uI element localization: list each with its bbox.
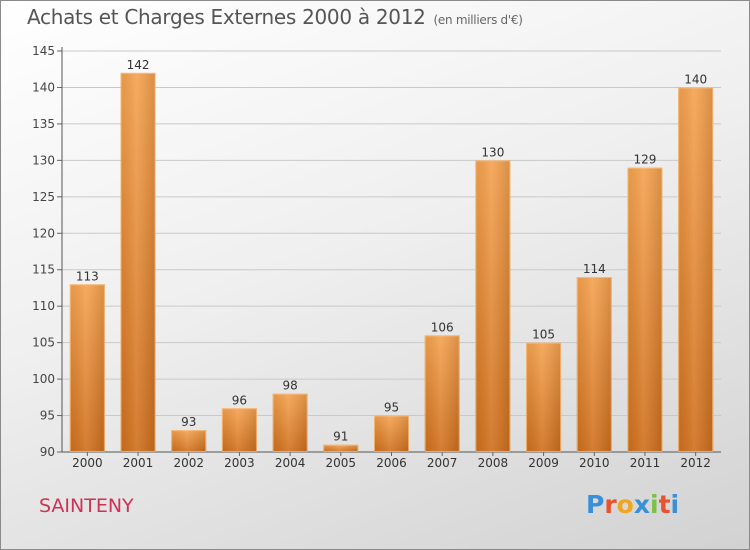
x-tick-label: 2007 [427,456,458,470]
bar-value-label: 95 [384,401,399,415]
y-tick-label: 105 [32,336,55,350]
y-tick-label: 95 [40,409,55,423]
x-tick-label: 2008 [478,456,509,470]
logo-letter: x [633,490,650,519]
bar-shading [678,87,714,453]
bar-outline [475,160,511,452]
logo-letter: t [658,490,671,519]
x-tick-label: 2003 [224,456,255,470]
x-tick-label: 2009 [528,456,559,470]
y-tick-label: 120 [32,226,55,240]
bar-shading [69,284,105,452]
bar-outline [221,408,257,452]
x-tick-label: 2005 [326,456,357,470]
x-tick-label: 2012 [680,456,711,470]
bar-outline [526,342,562,452]
bar-outline [171,430,207,452]
logo-letter: i [650,490,659,519]
bar-value-label: 113 [76,269,99,283]
bar-outline [627,167,663,452]
bar-outline [323,444,359,452]
bar-shading [374,415,409,452]
bar-shading [323,444,359,452]
bar-value-label: 98 [282,379,297,393]
bar-layer [69,72,714,453]
bar-shading [526,342,562,452]
bar-shading [475,160,511,452]
bar-shading [272,393,308,452]
logo-letter: P [586,490,605,519]
bar-shading [171,430,207,452]
bar-outline [576,277,612,452]
y-tick-label: 130 [32,153,55,167]
logo-letter: o [616,490,634,519]
logo-letter: r [604,490,617,519]
y-tick-label: 115 [32,263,55,277]
label-layer: 113 2000 142 2001 93 2002 96 2003 98 2004 91 2005 95… [72,58,711,470]
y-tick-label: 100 [32,372,55,386]
proxiti-logo[interactable]: Proxiti [586,490,679,519]
bar-outline [120,72,156,452]
bar-outline [424,335,460,453]
x-tick-label: 2000 [72,456,103,470]
bar-shading [424,335,460,452]
bar-value-label: 142 [127,58,150,72]
bar-outline [69,284,105,452]
y-tick-label: 125 [32,190,55,204]
y-tick-label: 90 [40,445,55,459]
x-tick-label: 2006 [376,456,407,470]
bar-shading [120,72,156,452]
x-tick-label: 2010 [579,456,610,470]
y-tick-label: 110 [32,299,55,313]
x-tick-label: 2011 [630,456,661,470]
bar-value-label: 114 [583,262,606,276]
chart-title-text: Achats et Charges Externes 2000 à 2012 [27,5,426,29]
bar-shading [627,167,663,452]
bar-shading [576,277,612,452]
bar-value-label: 93 [181,415,196,429]
logo-letter: i [670,490,680,519]
bar-value-label: 105 [532,328,555,342]
x-tick-label: 2001 [123,456,154,470]
bar-value-label: 140 [684,72,707,86]
x-tick-label: 2004 [275,456,306,470]
y-tick-label: 135 [32,117,55,131]
bar-value-label: 130 [481,145,504,159]
grid-layer [62,50,721,453]
bar-value-label: 96 [232,393,247,407]
bar-outline [272,393,308,453]
y-tick-label: 145 [32,44,55,58]
bar-shading [221,408,257,452]
bar-value-label: 106 [431,320,454,334]
y-tick-label: 140 [32,80,55,94]
chart-title: Achats et Charges Externes 2000 à 2012 (e… [27,5,523,29]
bar-value-label: 91 [333,430,348,444]
x-tick-label: 2002 [173,456,204,470]
bar-value-label: 129 [634,153,657,167]
town-name: SAINTENY [39,495,134,517]
chart-subtitle: (en milliers d'€) [433,13,523,27]
bar-outline [374,415,409,452]
bar-outline [678,87,714,452]
